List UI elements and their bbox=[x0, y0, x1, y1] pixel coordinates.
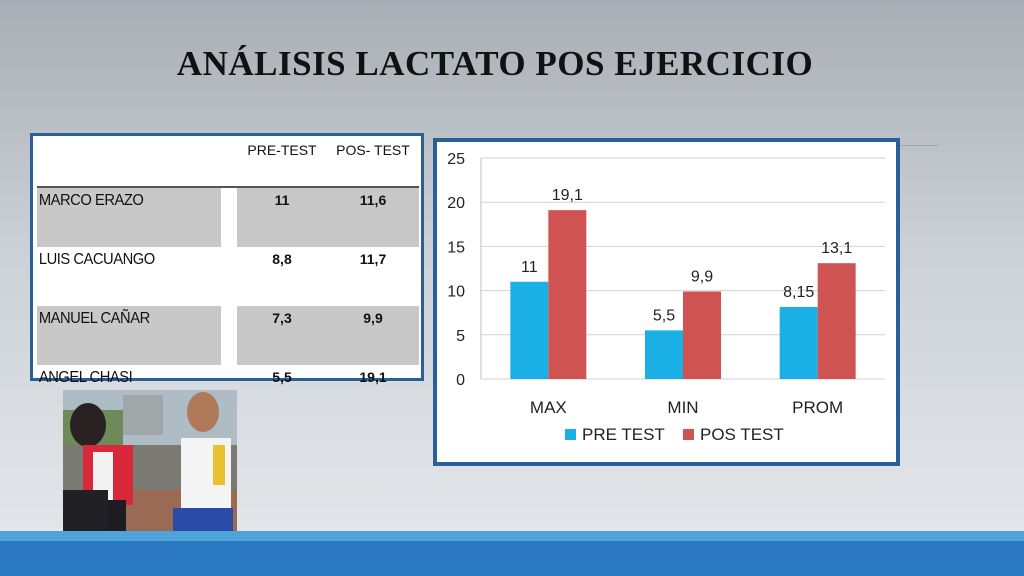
pos-test-value: 9,9 bbox=[327, 306, 419, 365]
table-header-row: PRE-TEST POS- TEST bbox=[37, 138, 419, 188]
athlete-name: MARCO ERAZO bbox=[37, 187, 221, 247]
table-row: MANUEL CAÑAR 7,3 9,9 bbox=[37, 306, 419, 365]
x-tick-label: PROM bbox=[792, 398, 843, 417]
y-tick-label: 15 bbox=[447, 239, 465, 256]
athlete-name: MANUEL CAÑAR bbox=[37, 306, 221, 365]
table-header-cell bbox=[37, 138, 237, 188]
pos-test-value: 19,1 bbox=[359, 369, 387, 385]
table-row: LUIS CACUANGO 8,8 11,7 bbox=[37, 247, 419, 306]
athlete-name: LUIS CACUANGO bbox=[38, 251, 155, 268]
y-tick-label: 20 bbox=[447, 195, 465, 212]
data-table-frame: PRE-TEST POS- TEST MARCO ERAZO 11 11,6 L… bbox=[30, 133, 424, 386]
bar-chart: 0 5 10 15 20 25 11 19,1 MAX 5,5 9,9 MIN 8,15 13,1 PROM… bbox=[447, 151, 885, 444]
bar-pre-test bbox=[645, 330, 683, 379]
bar-pos-test bbox=[683, 291, 721, 379]
data-label: 13,1 bbox=[821, 240, 852, 257]
data-label: 9,9 bbox=[691, 268, 713, 285]
y-tick-label: 25 bbox=[447, 151, 465, 168]
chart-frame: 0 5 10 15 20 25 11 19,1 MAX 5,5 9,9 MIN 8,15 13,1 PROM… bbox=[433, 138, 900, 466]
bar-pre-test bbox=[779, 306, 818, 379]
legend-swatch bbox=[683, 429, 694, 440]
athlete-name: ANGEL CHASI bbox=[38, 369, 133, 386]
legend-swatch bbox=[565, 429, 576, 440]
y-tick-label: 5 bbox=[456, 328, 465, 345]
x-tick-label: MAX bbox=[530, 398, 567, 417]
table-header-cell: POS- TEST bbox=[327, 138, 419, 188]
y-tick-label: 10 bbox=[447, 284, 465, 301]
data-table: PRE-TEST POS- TEST MARCO ERAZO 11 11,6 L… bbox=[37, 138, 419, 424]
table-row: MARCO ERAZO 11 11,6 bbox=[37, 187, 419, 247]
pre-test-value: 7,3 bbox=[237, 306, 327, 365]
athletes-photo bbox=[63, 390, 237, 560]
divider-line bbox=[880, 145, 938, 146]
data-label: 8,15 bbox=[783, 284, 814, 301]
legend-label: POS TEST bbox=[700, 425, 784, 444]
bar-pre-test bbox=[510, 281, 549, 379]
pre-test-value: 5,5 bbox=[272, 369, 292, 385]
pre-test-value: 11 bbox=[237, 187, 327, 247]
data-label: 5,5 bbox=[653, 307, 675, 324]
data-label: 11 bbox=[521, 259, 538, 276]
table-header-cell: PRE-TEST bbox=[237, 138, 327, 188]
slide-title: ANÁLISIS LACTATO POS EJERCICIO bbox=[176, 44, 814, 83]
legend-label: PRE TEST bbox=[582, 425, 665, 444]
bar-pos-test bbox=[817, 263, 856, 379]
pre-test-value: 8,8 bbox=[272, 251, 292, 267]
y-tick-label: 0 bbox=[456, 372, 465, 389]
table-row: ANGEL CHASI 5,5 19,1 bbox=[37, 365, 419, 424]
pos-test-value: 11,7 bbox=[359, 251, 387, 267]
x-tick-label: MIN bbox=[667, 398, 698, 417]
footer-bar-light bbox=[0, 531, 1024, 541]
pos-test-value: 11,6 bbox=[327, 187, 419, 247]
data-label: 19,1 bbox=[552, 187, 583, 204]
footer-bar-dark bbox=[0, 541, 1024, 576]
bar-pos-test bbox=[548, 210, 587, 379]
